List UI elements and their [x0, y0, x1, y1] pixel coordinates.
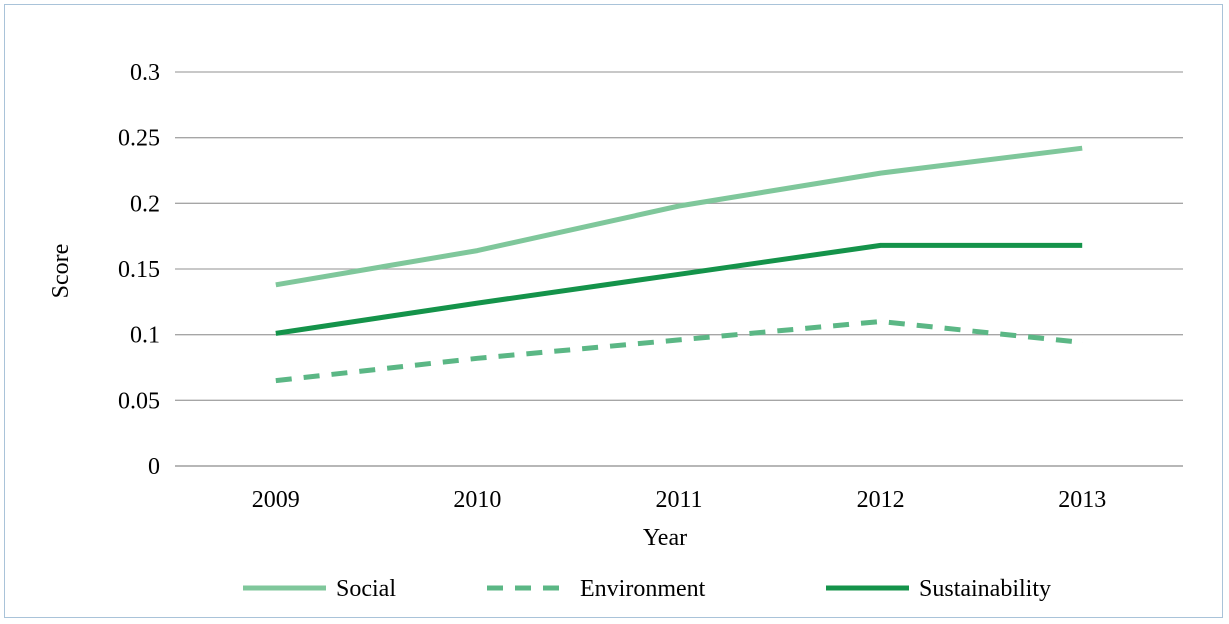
x-tick-label: 2010 — [453, 487, 501, 513]
y-tick-label: 0.2 — [130, 191, 160, 217]
y-tick-label: 0 — [148, 454, 160, 480]
series-lines — [275, 145, 1083, 384]
series-line-social — [275, 145, 1083, 288]
x-tick-label: 2011 — [655, 487, 702, 513]
x-tick-label: 2013 — [1058, 487, 1106, 513]
grid-lines — [175, 71, 1183, 467]
y-tick-label: 0.3 — [130, 60, 160, 86]
x-tick-label: 2009 — [252, 487, 300, 513]
chart-frame — [4, 4, 1223, 618]
y-tick-label: 0.05 — [118, 388, 160, 414]
x-tick-labels: 2009 2010 2011 2012 2013 — [252, 487, 1106, 513]
y-tick-labels: 0 0.05 0.1 0.15 0.2 0.25 0.3 — [118, 60, 160, 480]
y-tick-label: 0.15 — [118, 257, 160, 283]
y-tick-label: 0.1 — [130, 323, 160, 349]
legend: Social Environment Sustainability — [243, 576, 1051, 602]
y-axis-label: Score — [48, 244, 74, 299]
legend-label-environment: Environment — [580, 576, 706, 602]
legend-label-social: Social — [336, 576, 396, 602]
series-line-environment — [275, 319, 1083, 384]
legend-label-sustainability: Sustainability — [919, 576, 1051, 602]
x-tick-label: 2012 — [857, 487, 905, 513]
series-line-sustainability — [275, 242, 1083, 336]
x-axis-label: Year — [643, 525, 687, 551]
y-tick-label: 0.25 — [118, 126, 160, 152]
